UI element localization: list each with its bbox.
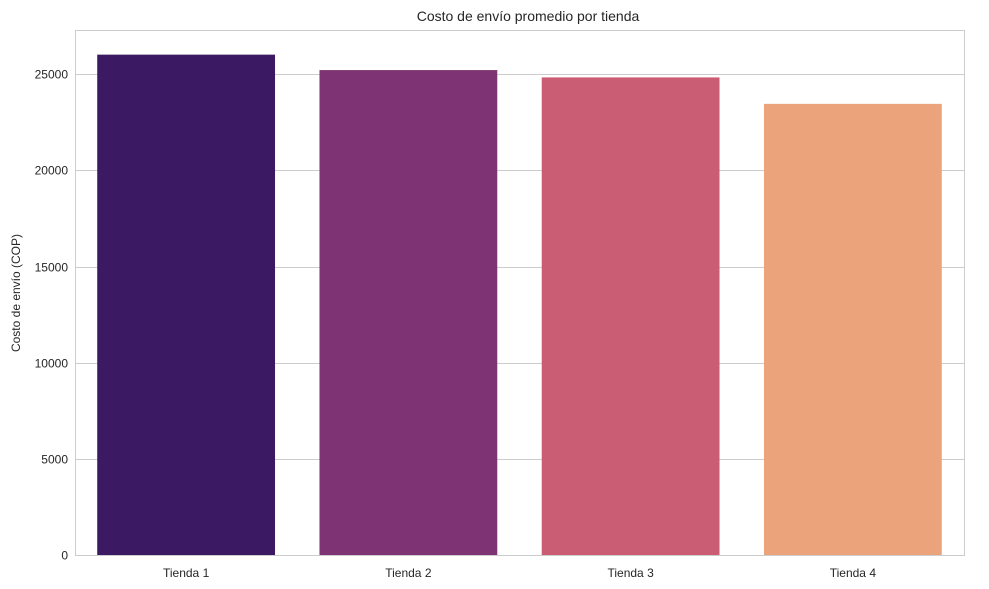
bar-4 <box>763 103 942 555</box>
bar-1 <box>97 54 276 556</box>
y-tick-label: 10000 <box>35 357 69 371</box>
x-tick-label: Tienda 3 <box>607 566 654 580</box>
bars <box>97 54 942 556</box>
x-tick-label: Tienda 4 <box>830 566 877 580</box>
chart-title: Costo de envío promedio por tienda <box>417 8 640 24</box>
y-tick-label: 0 <box>61 549 68 563</box>
y-tick-label: 5000 <box>41 453 68 467</box>
x-tick-label: Tienda 1 <box>163 566 210 580</box>
y-tick-label: 25000 <box>35 68 69 82</box>
bar-2 <box>319 70 498 556</box>
bar-3 <box>541 77 720 555</box>
x-tick-label: Tienda 2 <box>385 566 432 580</box>
y-tick-label: 20000 <box>35 164 69 178</box>
y-ticks: 0 5000 10000 15000 20000 25000 <box>35 68 69 563</box>
y-axis-label: Costo de envío (COP) <box>9 234 23 352</box>
plot-frame <box>75 30 965 556</box>
y-tick-label: 15000 <box>35 261 69 275</box>
x-ticks: Tienda 1 Tienda 2 Tienda 3 Tienda 4 <box>163 566 876 580</box>
